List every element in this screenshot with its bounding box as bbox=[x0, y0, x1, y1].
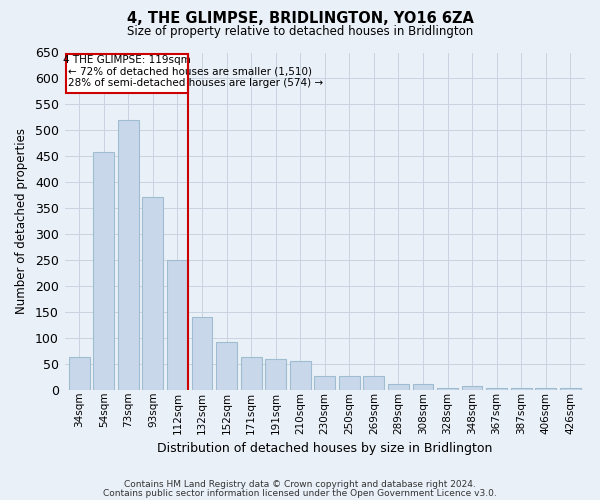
Text: 4, THE GLIMPSE, BRIDLINGTON, YO16 6ZA: 4, THE GLIMPSE, BRIDLINGTON, YO16 6ZA bbox=[127, 11, 473, 26]
Bar bbox=[241, 358, 262, 390]
Text: Contains HM Land Registry data © Crown copyright and database right 2024.: Contains HM Land Registry data © Crown c… bbox=[124, 480, 476, 489]
Bar bbox=[167, 260, 188, 390]
Text: 4 THE GLIMPSE: 119sqm: 4 THE GLIMPSE: 119sqm bbox=[63, 55, 191, 65]
Bar bbox=[314, 376, 335, 390]
Bar bbox=[560, 388, 581, 390]
Y-axis label: Number of detached properties: Number of detached properties bbox=[15, 128, 28, 314]
Bar bbox=[339, 376, 360, 390]
Bar bbox=[511, 388, 532, 390]
Bar bbox=[486, 388, 507, 390]
Bar bbox=[364, 376, 384, 390]
Text: Size of property relative to detached houses in Bridlington: Size of property relative to detached ho… bbox=[127, 25, 473, 38]
Bar bbox=[461, 386, 482, 390]
Bar bbox=[142, 197, 163, 390]
Bar bbox=[118, 120, 139, 390]
Text: 28% of semi-detached houses are larger (574) →: 28% of semi-detached houses are larger (… bbox=[68, 78, 323, 88]
Text: Contains public sector information licensed under the Open Government Licence v3: Contains public sector information licen… bbox=[103, 488, 497, 498]
Bar bbox=[290, 360, 311, 390]
Bar bbox=[69, 358, 89, 390]
Bar bbox=[413, 384, 433, 390]
Bar bbox=[437, 388, 458, 390]
Bar bbox=[265, 359, 286, 390]
Bar bbox=[191, 318, 212, 390]
Bar bbox=[94, 152, 114, 390]
Bar bbox=[66, 54, 188, 93]
X-axis label: Distribution of detached houses by size in Bridlington: Distribution of detached houses by size … bbox=[157, 442, 493, 455]
Bar bbox=[216, 342, 237, 390]
Text: ← 72% of detached houses are smaller (1,510): ← 72% of detached houses are smaller (1,… bbox=[68, 66, 311, 76]
Bar bbox=[388, 384, 409, 390]
Bar bbox=[535, 388, 556, 390]
